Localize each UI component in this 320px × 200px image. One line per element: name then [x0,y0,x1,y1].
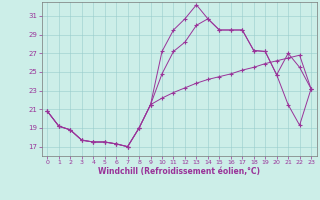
X-axis label: Windchill (Refroidissement éolien,°C): Windchill (Refroidissement éolien,°C) [98,167,260,176]
